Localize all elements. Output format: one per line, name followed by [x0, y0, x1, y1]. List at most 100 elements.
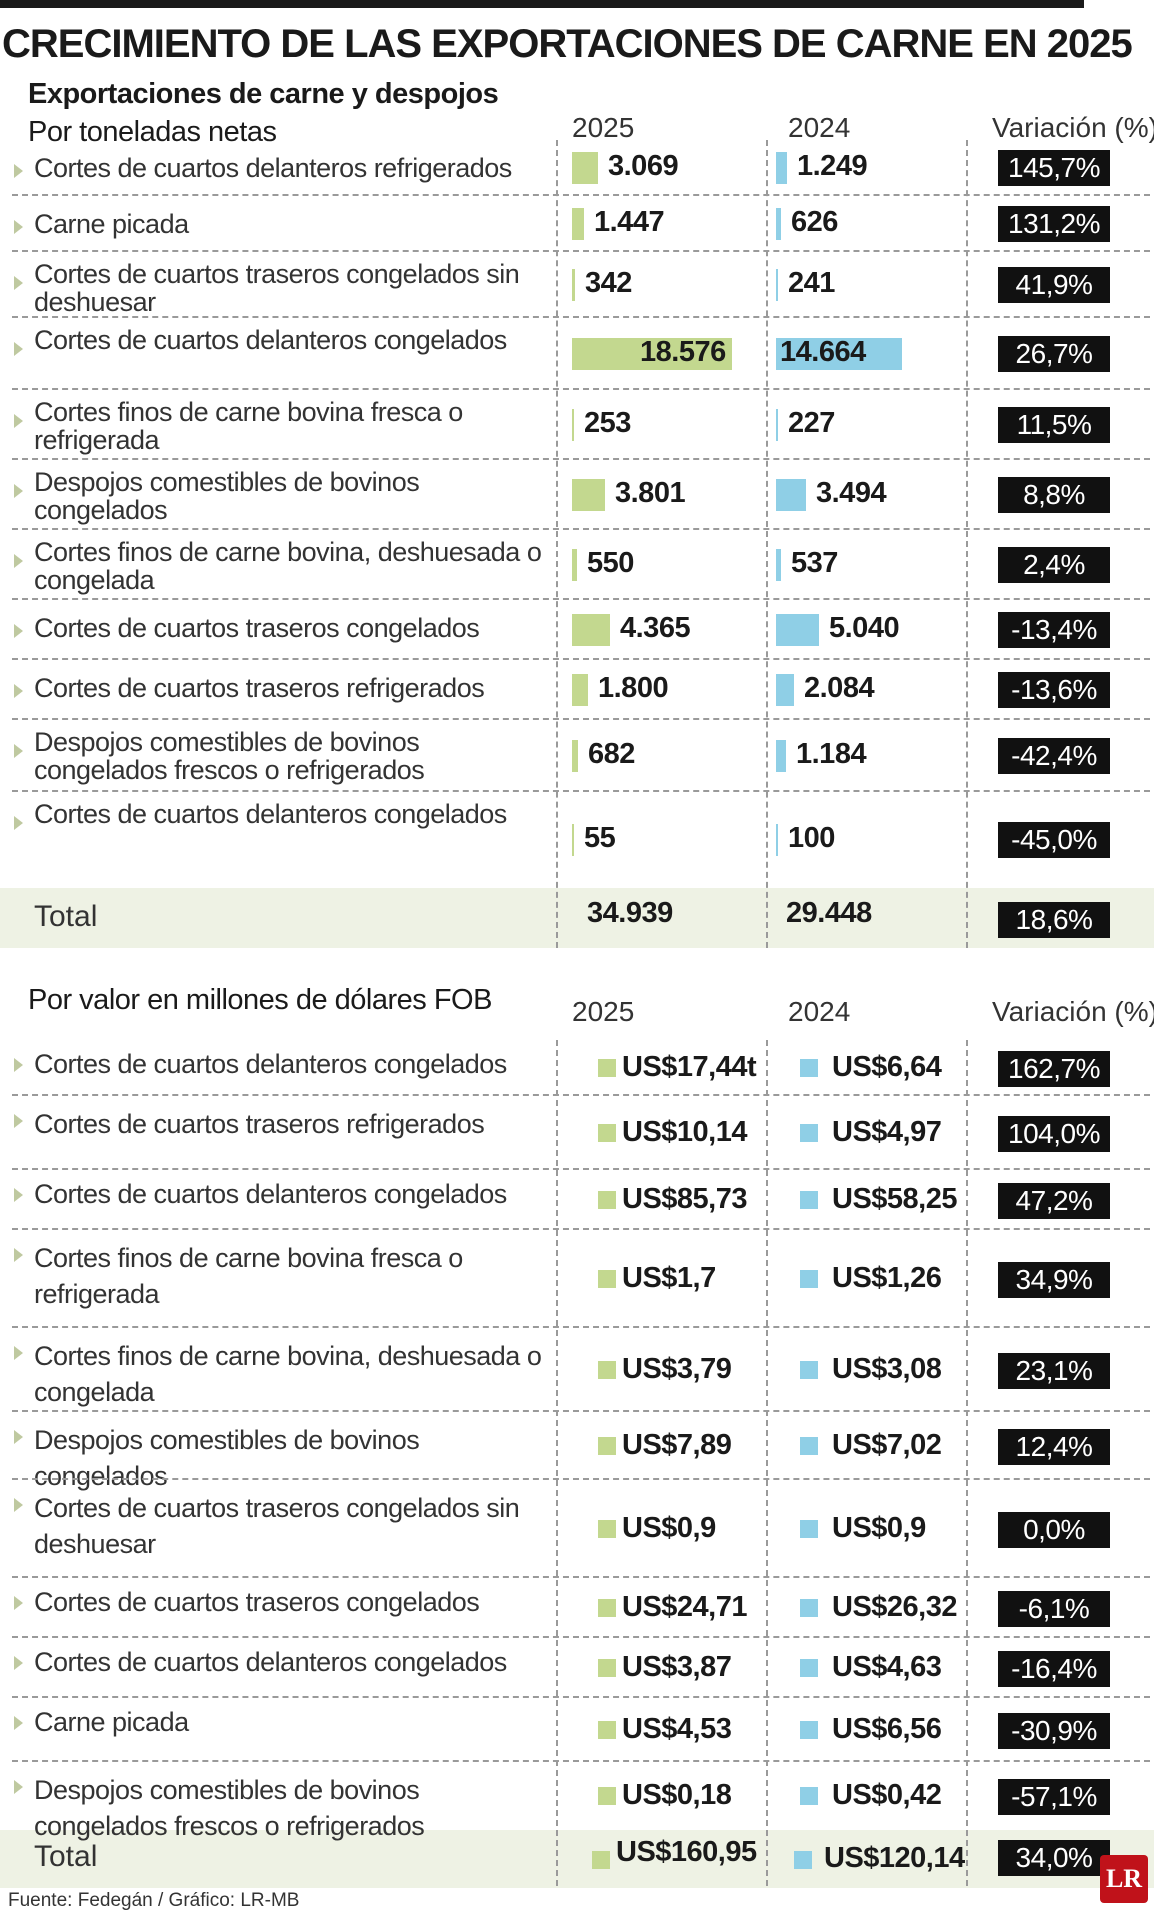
bar-2024	[776, 269, 778, 301]
variation-badge: 0,0%	[998, 1512, 1110, 1548]
row-separator	[12, 458, 1150, 460]
row-label: Cortes finos de carne bovina fresca o re…	[34, 1243, 463, 1309]
row-arrow-icon	[14, 1716, 23, 1730]
bar-2024	[776, 479, 806, 511]
row-arrow-icon	[14, 1346, 23, 1360]
value-2024: 1.249	[797, 150, 868, 182]
variation-badge: 26,7%	[998, 336, 1110, 372]
row-arrow-icon	[14, 744, 23, 758]
variation-badge: 47,2%	[998, 1183, 1110, 1219]
row-label: Cortes de cuartos traseros refrigerados	[34, 1109, 485, 1139]
section1-col-2024: 2024	[788, 112, 851, 143]
section1-subtitle: Exportaciones de carne y despojos	[28, 78, 499, 110]
row-separator	[12, 316, 1150, 318]
value-2024: US$26,32	[832, 1591, 958, 1623]
marker-2024	[800, 1520, 818, 1538]
row-separator	[12, 1478, 1150, 1480]
marker-2024	[800, 1659, 818, 1677]
row-label: Despojos comestibles de bovinos congelad…	[34, 1775, 425, 1841]
value-2024: 241	[788, 267, 835, 299]
bar-2025	[572, 208, 584, 240]
value-2024: 1.184	[796, 738, 867, 770]
variation-badge: -13,6%	[998, 672, 1110, 708]
value-2025: US$1,7	[622, 1262, 716, 1294]
bar-2025	[572, 614, 610, 646]
bar-2024	[776, 549, 781, 581]
row-label: Despojos comestibles de bovinos congelad…	[34, 1425, 420, 1491]
row-separator	[12, 250, 1150, 252]
value-2024: US$3,08	[832, 1353, 942, 1385]
value-2025: 253	[584, 407, 631, 439]
bar-2024	[776, 824, 778, 856]
bar-2025	[572, 824, 574, 856]
row-label: Cortes de cuartos traseros congelados	[34, 1587, 480, 1617]
row-arrow-icon	[14, 1188, 23, 1202]
column-divider	[766, 1040, 768, 1886]
variation-badge: 34,9%	[998, 1262, 1110, 1298]
bar-2024	[776, 208, 781, 240]
bar-2024	[776, 614, 819, 646]
value-2025: US$3,79	[622, 1353, 732, 1385]
value-2024: US$4,97	[832, 1116, 942, 1148]
marker-2025	[598, 1124, 616, 1142]
bar-2024	[776, 674, 794, 706]
column-divider	[966, 140, 968, 948]
value-2025: US$17,44t	[622, 1051, 757, 1083]
section1-total-band	[0, 888, 1154, 948]
row-arrow-icon	[14, 1656, 23, 1670]
row-arrow-icon	[14, 1114, 23, 1128]
value-2024: US$7,02	[832, 1429, 942, 1461]
row-arrow-icon	[14, 1596, 23, 1610]
row-label: Cortes de cuartos delanteros congelados	[34, 325, 507, 355]
variation-badge: -16,4%	[998, 1651, 1110, 1687]
section2-total-band	[0, 1830, 1154, 1888]
value-2024: 537	[791, 547, 838, 579]
value-2025: US$0,9	[622, 1512, 716, 1544]
value-2025: 550	[587, 547, 634, 579]
value-2024: 2.084	[804, 672, 875, 704]
row-separator	[12, 528, 1150, 530]
row-label: Cortes de cuartos delanteros congelados	[34, 1179, 507, 1209]
row-arrow-icon	[14, 1498, 23, 1512]
marker-2025	[598, 1059, 616, 1077]
variation-badge: 11,5%	[998, 407, 1110, 443]
row-separator	[12, 1228, 1150, 1230]
value-2025: 3.801	[615, 477, 686, 509]
marker-2024	[800, 1270, 818, 1288]
marker-2025	[598, 1520, 616, 1538]
row-separator	[12, 388, 1150, 390]
lr-logo: LR	[1100, 1855, 1148, 1903]
marker-2025	[598, 1437, 616, 1455]
row-label: Cortes de cuartos delanteros congelados	[34, 799, 507, 829]
value-2025: 342	[585, 267, 632, 299]
row-label: Cortes finos de carne bovina, deshuesada…	[34, 537, 542, 595]
variation-badge: 8,8%	[998, 477, 1110, 513]
variation-badge: 131,2%	[998, 206, 1110, 242]
bar-2024	[776, 409, 778, 441]
marker-2025	[598, 1361, 616, 1379]
section2-col-variation: Variación (%)	[992, 996, 1154, 1027]
row-arrow-icon	[14, 1780, 23, 1794]
row-arrow-icon	[14, 342, 23, 356]
column-divider	[556, 1040, 558, 1886]
row-arrow-icon	[14, 484, 23, 498]
row-label: Carne picada	[34, 209, 189, 239]
section2-total-2025: US$160,95	[616, 1836, 757, 1868]
section1-total-2025: 34.939	[587, 897, 673, 929]
value-2025: US$7,89	[622, 1429, 732, 1461]
value-2025: US$3,87	[622, 1651, 732, 1683]
section1-total-label: Total	[34, 900, 98, 933]
variation-badge: 145,7%	[998, 150, 1110, 186]
row-arrow-icon	[14, 220, 23, 234]
section2-total-label: Total	[34, 1840, 98, 1873]
bar-2025	[572, 338, 732, 370]
value-2025: 682	[588, 738, 635, 770]
page-title: CRECIMIENTO DE LAS EXPORTACIONES DE CARN…	[2, 22, 1133, 66]
value-2024: 100	[788, 822, 835, 854]
row-label: Cortes de cuartos traseros congelados si…	[34, 259, 520, 317]
top-rule	[0, 0, 1084, 8]
row-separator	[12, 790, 1150, 792]
value-2025: US$85,73	[622, 1183, 748, 1215]
section1-col-variation: Variación (%)	[992, 112, 1154, 143]
row-arrow-icon	[14, 1058, 23, 1072]
